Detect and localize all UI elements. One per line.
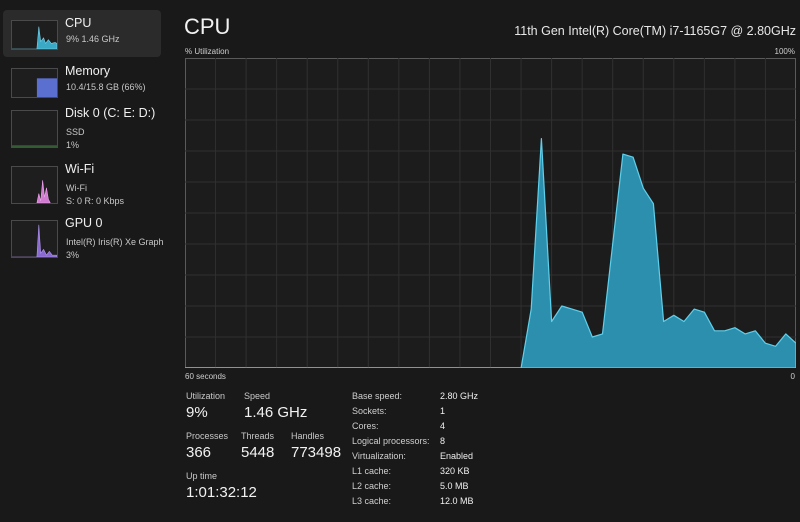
sidebar-item-title: Wi-Fi (65, 162, 95, 176)
uptime-label: Up time (186, 471, 218, 481)
page-title: CPU (184, 14, 231, 39)
sidebar-item-gpu[interactable]: GPU 0 Intel(R) Iris(R) Xe Graphi 3% (3, 210, 164, 260)
threads-value: 5448 (241, 444, 275, 461)
processes-value: 366 (186, 444, 212, 461)
sidebar-item-title: Disk 0 (C: E: D:) (65, 106, 156, 120)
sidebar-item-usage: 1% (66, 140, 80, 150)
speed-value: 1.46 GHz (244, 404, 308, 421)
wifi-mini-graph-icon (11, 166, 58, 204)
spec-key-sockets: Sockets: (352, 406, 387, 416)
memory-mini-graph-icon (11, 68, 58, 98)
sidebar-item-cpu[interactable]: CPU 9% 1.46 GHz (3, 10, 161, 57)
sidebar-item-detail: 9% 1.46 GHz (66, 34, 120, 44)
spec-value-sockets: 1 (440, 406, 446, 416)
cpu-mini-graph-icon (11, 20, 58, 50)
cpu-model-name: 11th Gen Intel(R) Core(TM) i7-1165G7 @ 2… (514, 24, 796, 38)
spec-key-l2-cache: L2 cache: (352, 481, 392, 491)
graph-x-end-label: 0 (790, 372, 795, 381)
sidebar-item-detail: 10.4/15.8 GB (66%) (66, 82, 146, 92)
cpu-utilization-graph (185, 58, 796, 368)
handles-label: Handles (291, 431, 325, 441)
spec-value-logical-processors: 8 (440, 436, 446, 446)
handles-value: 773498 (291, 444, 342, 461)
sidebar-item-memory[interactable]: Memory 10.4/15.8 GB (66%) (3, 58, 161, 105)
disk-mini-graph-icon (11, 110, 58, 148)
spec-value-base-speed: 2.80 GHz (440, 391, 479, 401)
threads-label: Threads (241, 431, 275, 441)
spec-key-l1-cache: L1 cache: (352, 466, 392, 476)
sidebar-item-title: GPU 0 (65, 216, 103, 230)
speed-label: Speed (244, 391, 271, 401)
sidebar-item-detail: Wi-Fi (66, 183, 87, 193)
utilization-value: 9% (186, 404, 208, 421)
sidebar-item-title: Memory (65, 64, 111, 78)
sidebar: CPU 9% 1.46 GHz Memory 10.4/15.8 GB (66%… (0, 0, 168, 522)
spec-key-logical-processors: Logical processors: (352, 436, 430, 446)
utilization-label: Utilization (186, 391, 226, 401)
performance-panel: CPU 11th Gen Intel(R) Core(TM) i7-1165G7… (168, 0, 800, 522)
graph-y-max-label: 100% (774, 47, 795, 56)
spec-value-l1-cache: 320 KB (440, 466, 470, 476)
sidebar-item-usage: 3% (66, 250, 80, 260)
graph-x-start-label: 60 seconds (185, 372, 226, 381)
gpu-mini-graph-icon (11, 220, 58, 258)
sidebar-item-throughput: S: 0 R: 0 Kbps (66, 196, 125, 206)
spec-value-cores: 4 (440, 421, 446, 431)
spec-key-base-speed: Base speed: (352, 391, 403, 401)
graph-y-axis-label: % Utilization (185, 47, 230, 56)
spec-key-virtualization: Virtualization: (352, 451, 406, 461)
sidebar-item-detail: Intel(R) Iris(R) Xe Graphi (66, 237, 164, 247)
sidebar-item-title: CPU (65, 16, 92, 30)
spec-key-l3-cache: L3 cache: (352, 496, 392, 506)
uptime-value: 1:01:32:12 (186, 484, 257, 501)
sidebar-item-wifi[interactable]: Wi-Fi Wi-Fi S: 0 R: 0 Kbps (3, 156, 161, 206)
spec-key-cores: Cores: (352, 421, 379, 431)
processes-label: Processes (186, 431, 229, 441)
sidebar-item-detail: SSD (66, 127, 85, 137)
cpu-utilization-area (185, 137, 796, 368)
sidebar-item-disk[interactable]: Disk 0 (C: E: D:) SSD 1% (3, 100, 161, 150)
spec-value-l2-cache: 5.0 MB (440, 481, 469, 491)
spec-value-virtualization: Enabled (440, 451, 474, 461)
spec-value-l3-cache: 12.0 MB (440, 496, 474, 506)
